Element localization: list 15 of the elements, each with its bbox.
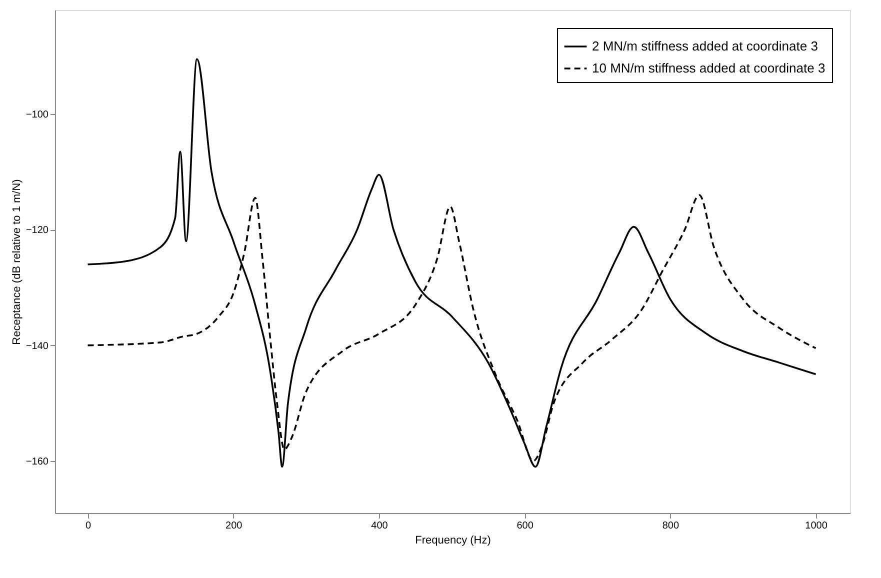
y-axis-title: Receptance (dB relative to 1 m/N) (10, 179, 23, 345)
x-tick-label: 400 (371, 520, 388, 532)
x-axis-title: Frequency (Hz) (415, 534, 491, 546)
x-tick-label: 200 (226, 520, 243, 532)
y-tick-label: −160 (26, 456, 49, 468)
y-tick-label: −140 (26, 340, 49, 352)
x-tick-label: 600 (516, 520, 534, 532)
y-tick-label: −120 (26, 225, 49, 236)
legend-label: 2 MN/m stiffness added at coordinate 3 (592, 38, 818, 54)
y-tick-label: −100 (26, 110, 49, 121)
x-tick-label: 1000 (805, 520, 828, 532)
legend-label: 10 MN/m stiffness added at coordinate 3 (592, 60, 826, 76)
x-tick-label: 0 (85, 520, 92, 532)
line-series (86, 58, 817, 468)
x-tick-label: 800 (662, 520, 680, 532)
